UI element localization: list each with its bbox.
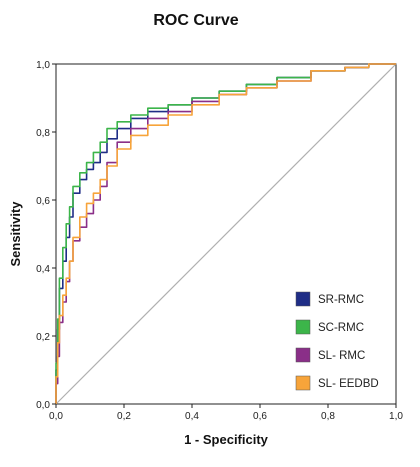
y-axis-ticks: 0,0 0,2 0,4 0,6 0,8 1,0: [36, 60, 56, 411]
x-tick-label: 1,0: [389, 411, 403, 422]
x-tick-label: 0,2: [117, 411, 131, 422]
y-tick-label: 0,4: [36, 264, 50, 275]
legend: SR-RMC SC-RMC SL- RMC SL- EEDBD: [295, 291, 379, 391]
y-tick-label: 0,8: [36, 128, 50, 139]
chart-title: ROC Curve: [153, 12, 238, 29]
x-axis-label: 1 - Specificity: [184, 432, 269, 447]
y-tick-label: 0,0: [36, 400, 50, 411]
series-layer: [55, 63, 396, 404]
reference-line-layer: [55, 63, 397, 405]
legend-swatch: [295, 291, 311, 307]
series-line-4: [55, 63, 396, 404]
legend-label: SR-RMC: [318, 294, 364, 306]
x-tick-label: 0,0: [49, 411, 63, 422]
x-tick-label: 0,8: [321, 411, 335, 422]
x-tick-label: 0,6: [253, 411, 267, 422]
y-tick-label: 1,0: [36, 60, 50, 71]
legend-swatch: [295, 347, 311, 363]
y-tick-label: 0,6: [36, 196, 50, 207]
legend-label: SL- EEDBD: [318, 378, 379, 390]
y-tick-label: 0,2: [36, 332, 50, 343]
legend-label: SL- RMC: [318, 350, 365, 362]
legend-swatch: [295, 319, 311, 335]
x-axis-ticks: 0,0 0,2 0,4 0,6 0,8 1,0: [49, 404, 403, 422]
y-axis-label: Sensitivity: [8, 201, 23, 267]
legend-swatch: [295, 375, 311, 391]
x-tick-label: 0,4: [185, 411, 199, 422]
reference-diagonal-line: [55, 63, 397, 405]
legend-label: SC-RMC: [318, 322, 364, 334]
